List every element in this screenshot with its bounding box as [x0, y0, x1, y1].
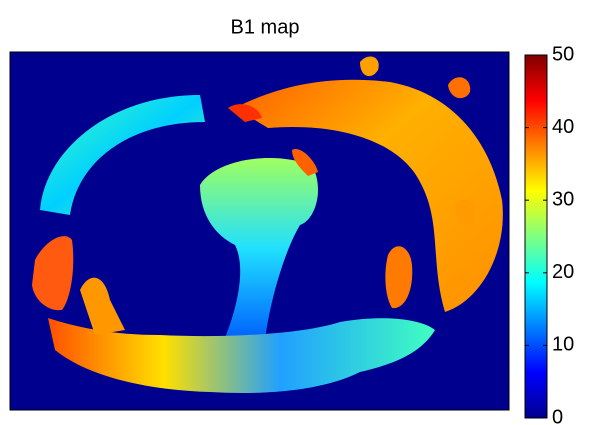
colorbar-tick-label: 0: [552, 406, 563, 425]
colorbar-tick-label: 30: [552, 188, 574, 210]
chart: B1 map 0 10 20 30 40 50: [0, 0, 589, 425]
colorbar-tick-label: 40: [552, 116, 574, 138]
colorbar-tick-label: 20: [552, 261, 574, 283]
colorbar: 0 10 20 30 40 50: [525, 43, 574, 425]
colorbar-tick-label: 10: [552, 334, 574, 356]
page: B1 map 01020304050 (() => { const data =…: [0, 0, 589, 425]
colorbar-tick-label: 50: [552, 43, 574, 65]
image: [10, 52, 509, 410]
colorbar-scale: [525, 55, 547, 418]
chart-title: B1 map: [231, 16, 300, 38]
